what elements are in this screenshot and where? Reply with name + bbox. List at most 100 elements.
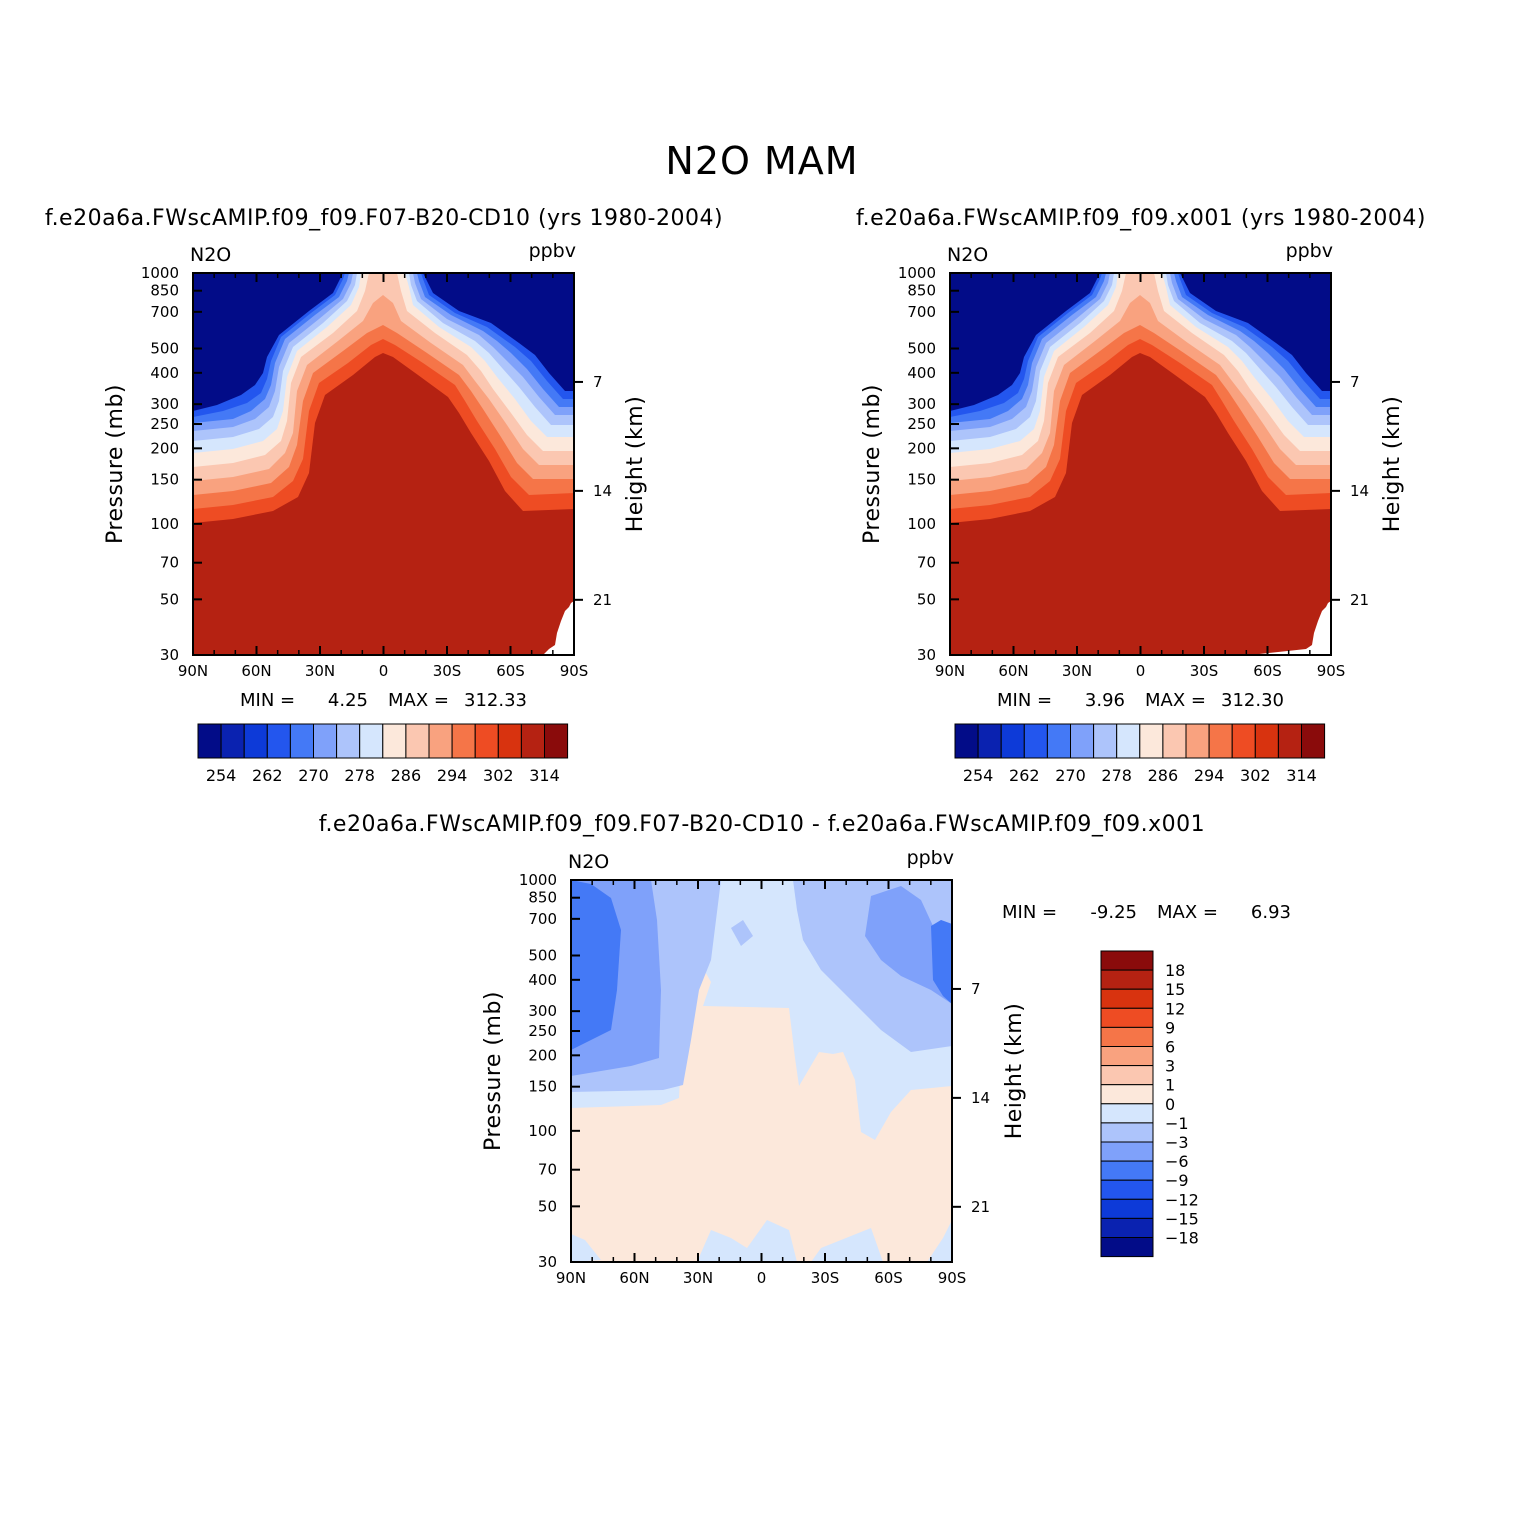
y-tick-label: 300	[907, 395, 936, 413]
colorbar-label: −3	[1165, 1133, 1189, 1152]
y-tick-label: 150	[907, 471, 936, 489]
colorbar-box	[1301, 723, 1326, 759]
x-tick-label: 60S	[1253, 662, 1282, 680]
max-label: MAX =	[388, 690, 449, 711]
y2-axis-label: Height (km)	[623, 396, 648, 533]
contour-field	[571, 880, 952, 1262]
min-value: 3.96	[1085, 690, 1125, 711]
colorbar-box	[1100, 988, 1154, 1009]
y-tick-label: 30	[917, 646, 936, 664]
colorbar-label: 254	[206, 766, 237, 785]
y-tick-label: 50	[538, 1197, 557, 1215]
y-tick-label: 500	[528, 947, 557, 965]
colorbar-box	[1100, 969, 1154, 990]
colorbar-label: −1	[1165, 1114, 1189, 1133]
y-tick-label: 700	[528, 910, 557, 928]
y-tick-label: 300	[528, 1002, 557, 1020]
colorbar-box	[544, 723, 569, 759]
colorbar-label: 286	[1148, 766, 1179, 785]
contour-field	[950, 273, 1331, 655]
colorbar-label: 262	[1009, 766, 1040, 785]
colorbar-box	[243, 723, 268, 759]
x-tick-label: 30N	[1062, 662, 1092, 680]
y-tick-label: 850	[528, 889, 557, 907]
colorbar-box	[1162, 723, 1187, 759]
colorbar-box	[954, 723, 979, 759]
colorbar-box	[382, 723, 407, 759]
x-tick-label: 90S	[1317, 662, 1346, 680]
y-tick-label: 150	[150, 471, 179, 489]
y-tick-label: 30	[538, 1253, 557, 1271]
panel-title: f.e20a6a.FWscAMIP.f09_f09.x001 (yrs 1980…	[856, 206, 1426, 231]
contour-field	[193, 273, 574, 655]
missing-data	[1250, 601, 1331, 655]
colorbar-box	[977, 723, 1002, 759]
x-tick-label: 30N	[683, 1269, 713, 1287]
max-value: 6.93	[1251, 902, 1291, 923]
colorbar-label: 0	[1165, 1095, 1175, 1114]
y-tick-label: 850	[907, 282, 936, 300]
panel-cd10: f.e20a6a.FWscAMIP.f09_f09.F07-B20-CD10 (…	[45, 206, 723, 785]
y2-tick-label: 21	[593, 591, 612, 609]
x-tick-label: 60N	[998, 662, 1028, 680]
y-tick-label: 250	[150, 415, 179, 433]
min-label: MIN =	[997, 690, 1052, 711]
colorbar-box	[1231, 723, 1256, 759]
y-tick-label: 100	[150, 515, 179, 533]
colorbar-label: 254	[963, 766, 994, 785]
min-value: 4.25	[328, 690, 368, 711]
colorbar-box	[1100, 1122, 1154, 1143]
units-label: ppbv	[1286, 240, 1333, 262]
colorbar-box	[336, 723, 361, 759]
colorbar-box	[451, 723, 476, 759]
colorbar-box	[289, 723, 314, 759]
x-tick-label: 60S	[496, 662, 525, 680]
y-tick-label: 100	[907, 515, 936, 533]
colorbar-box	[1100, 1217, 1154, 1239]
colorbar-box	[1100, 1160, 1154, 1181]
y2-tick-label: 14	[971, 1089, 990, 1107]
variable-label: N2O	[947, 244, 988, 266]
fill-level-1	[193, 273, 574, 411]
y-tick-label: 200	[528, 1046, 557, 1064]
colorbar-box	[474, 723, 499, 759]
colorbar-box	[1100, 1084, 1154, 1105]
colorbar-box	[1100, 1179, 1154, 1200]
x-tick-label: 90S	[560, 662, 589, 680]
y-tick-label: 50	[160, 590, 179, 608]
colorbar-box	[1100, 1141, 1154, 1162]
x-tick-label: 90N	[178, 662, 208, 680]
colorbar-label: 314	[529, 766, 560, 785]
y2-axis-label: Height (km)	[1380, 396, 1405, 533]
y2-tick-label: 21	[1350, 591, 1369, 609]
colorbar-box	[1277, 723, 1303, 759]
y-tick-label: 100	[528, 1122, 557, 1140]
units-label: ppbv	[529, 240, 576, 262]
max-label: MAX =	[1145, 690, 1206, 711]
colorbar-label: 294	[437, 766, 468, 785]
panel-difference: f.e20a6a.FWscAMIP.f09_f09.F07-B20-CD10 -…	[319, 812, 1291, 1287]
colorbar-box	[1100, 1007, 1154, 1028]
colorbar-box	[1100, 1237, 1154, 1258]
colorbar-box	[359, 723, 384, 759]
x-tick-label: 0	[757, 1269, 767, 1287]
y-tick-label: 700	[907, 303, 936, 321]
x-tick-label: 0	[379, 662, 389, 680]
fill-level-minus9-to-minus6	[931, 920, 952, 1004]
y-tick-label: 400	[528, 971, 557, 989]
y-tick-label: 70	[917, 554, 936, 572]
colorbar-box	[405, 723, 430, 759]
colorbar-label: 15	[1165, 980, 1185, 999]
colorbar-box	[1185, 723, 1210, 759]
y-tick-label: 200	[150, 439, 179, 457]
y-tick-label: 1000	[898, 264, 936, 282]
y-tick-label: 50	[917, 590, 936, 608]
y-tick-label: 1000	[141, 264, 179, 282]
colorbar: 254 262 270 278 286 294 302 314	[197, 723, 569, 785]
y-tick-label: 500	[907, 340, 936, 358]
figure-title: N2O MAM	[665, 139, 858, 183]
y-axis-label: Pressure (mb)	[860, 384, 885, 544]
y-tick-label: 400	[907, 364, 936, 382]
colorbar-label: 278	[344, 766, 375, 785]
